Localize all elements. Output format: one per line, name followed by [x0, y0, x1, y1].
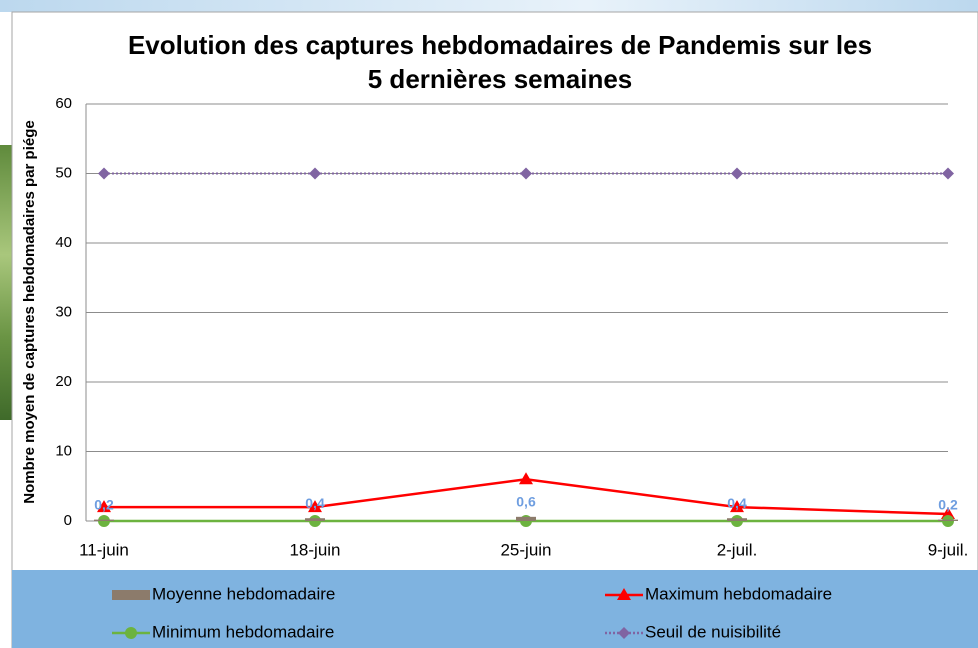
- legend-label: Minimum hebdomadaire: [152, 622, 334, 641]
- x-tick-label: 11-juin: [79, 540, 129, 559]
- y-tick-label: 0: [64, 512, 72, 529]
- y-tick-label: 60: [55, 95, 72, 112]
- y-tick-label: 40: [55, 234, 72, 251]
- legend-swatch: [112, 590, 150, 600]
- legend-marker: [125, 627, 137, 639]
- chart: Nombre moyen de captures hebdomadaires p…: [0, 0, 978, 648]
- x-tick-label: 18-juin: [289, 540, 340, 559]
- legend-label: Moyenne hebdomadaire: [152, 584, 335, 603]
- chart-title: Evolution des captures hebdomadaires de …: [120, 28, 880, 96]
- y-tick-label: 30: [55, 303, 72, 320]
- bar: [516, 517, 536, 521]
- legend-label: Maximum hebdomadaire: [645, 584, 832, 603]
- y-axis-label: Nombre moyen de captures hebdomadaires p…: [21, 120, 38, 503]
- x-tick-label: 2-juil.: [717, 540, 758, 559]
- bar: [727, 518, 747, 521]
- y-tick-label: 20: [55, 373, 72, 390]
- data-label: 0,6: [516, 494, 536, 510]
- data-label: 0,4: [727, 495, 747, 511]
- data-label: 0,4: [305, 495, 325, 511]
- bar: [938, 520, 958, 521]
- y-tick-label: 50: [55, 164, 72, 181]
- x-tick-label: 9-juil.: [928, 540, 969, 559]
- bar: [94, 520, 114, 521]
- data-label: 0,2: [938, 496, 958, 512]
- bar: [305, 518, 325, 521]
- chart-frame: [12, 12, 978, 648]
- page: {"chart_data": {"type": "line", "title":…: [0, 0, 978, 648]
- x-tick-label: 25-juin: [500, 540, 551, 559]
- data-label: 0,2: [94, 496, 114, 512]
- legend-label: Seuil de nuisibilité: [645, 622, 781, 641]
- y-tick-label: 10: [55, 442, 72, 459]
